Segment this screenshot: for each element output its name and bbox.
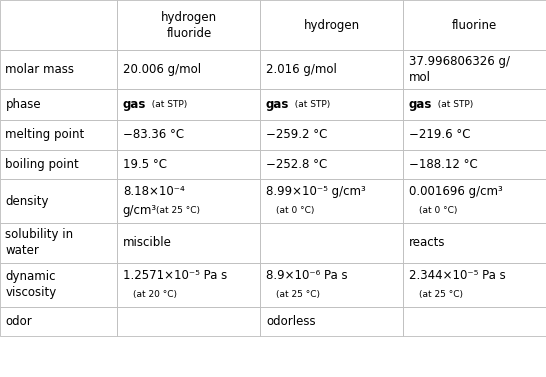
Text: (at 20 °C): (at 20 °C) (133, 290, 177, 299)
Text: (at STP): (at STP) (289, 100, 331, 109)
Text: (at 25 °C): (at 25 °C) (276, 290, 320, 299)
Bar (260, 50, 403, 89)
Text: (at 25 °C): (at 25 °C) (156, 206, 200, 215)
Bar (260, 150, 403, 179)
Text: density: density (5, 195, 49, 208)
Text: gas: gas (123, 98, 146, 111)
Bar (0, 263, 117, 307)
Text: gas: gas (409, 98, 432, 111)
Text: phase: phase (5, 98, 41, 111)
Bar (0, 0, 117, 50)
Text: 0.001696 g/cm³: 0.001696 g/cm³ (409, 185, 503, 198)
Text: (at STP): (at STP) (432, 100, 474, 109)
Text: −188.12 °C: −188.12 °C (409, 158, 478, 171)
Bar (0, 150, 117, 179)
Bar (403, 89, 546, 120)
Text: (at 0 °C): (at 0 °C) (419, 206, 457, 215)
Bar (117, 223, 260, 263)
Text: odor: odor (5, 315, 32, 328)
Bar (260, 307, 403, 336)
Bar (0, 223, 117, 263)
Bar (403, 179, 546, 223)
Text: 8.9×10⁻⁶ Pa s: 8.9×10⁻⁶ Pa s (266, 269, 347, 282)
Bar (403, 150, 546, 179)
Bar (260, 223, 403, 263)
Bar (117, 0, 260, 50)
Bar (117, 263, 260, 307)
Bar (260, 0, 403, 50)
Bar (403, 0, 546, 50)
Text: (at 0 °C): (at 0 °C) (276, 206, 314, 215)
Bar (403, 223, 546, 263)
Bar (260, 89, 403, 120)
Text: (at 25 °C): (at 25 °C) (419, 290, 463, 299)
Text: 20.006 g/mol: 20.006 g/mol (123, 63, 201, 76)
Bar (117, 307, 260, 336)
Text: 8.18×10⁻⁴: 8.18×10⁻⁴ (123, 185, 185, 198)
Bar (117, 150, 260, 179)
Bar (403, 263, 546, 307)
Text: fluorine: fluorine (452, 18, 497, 32)
Text: gas: gas (266, 98, 289, 111)
Bar (403, 307, 546, 336)
Text: 1.2571×10⁻⁵ Pa s: 1.2571×10⁻⁵ Pa s (123, 269, 227, 282)
Text: reacts: reacts (409, 236, 446, 250)
Text: melting point: melting point (5, 128, 85, 141)
Bar (117, 89, 260, 120)
Bar (403, 120, 546, 150)
Bar (117, 179, 260, 223)
Text: g/cm³: g/cm³ (123, 204, 157, 217)
Text: odorless: odorless (266, 315, 316, 328)
Bar (0, 307, 117, 336)
Text: boiling point: boiling point (5, 158, 79, 171)
Bar (0, 50, 117, 89)
Text: −252.8 °C: −252.8 °C (266, 158, 327, 171)
Bar (260, 120, 403, 150)
Bar (403, 50, 546, 89)
Text: hydrogen: hydrogen (304, 18, 360, 32)
Bar (117, 50, 260, 89)
Text: 2.016 g/mol: 2.016 g/mol (266, 63, 337, 76)
Text: 19.5 °C: 19.5 °C (123, 158, 167, 171)
Bar (0, 179, 117, 223)
Bar (117, 120, 260, 150)
Text: 2.344×10⁻⁵ Pa s: 2.344×10⁻⁵ Pa s (409, 269, 506, 282)
Text: solubility in
water: solubility in water (5, 228, 74, 257)
Text: −83.36 °C: −83.36 °C (123, 128, 184, 141)
Text: 37.996806326 g/
mol: 37.996806326 g/ mol (409, 55, 510, 84)
Text: molar mass: molar mass (5, 63, 74, 76)
Text: −219.6 °C: −219.6 °C (409, 128, 471, 141)
Text: −259.2 °C: −259.2 °C (266, 128, 327, 141)
Bar (260, 263, 403, 307)
Text: (at STP): (at STP) (146, 100, 188, 109)
Bar (0, 89, 117, 120)
Text: 8.99×10⁻⁵ g/cm³: 8.99×10⁻⁵ g/cm³ (266, 185, 366, 198)
Text: dynamic
viscosity: dynamic viscosity (5, 270, 57, 299)
Text: miscible: miscible (123, 236, 172, 250)
Bar (260, 179, 403, 223)
Text: hydrogen
fluoride: hydrogen fluoride (161, 11, 217, 40)
Bar (0, 120, 117, 150)
